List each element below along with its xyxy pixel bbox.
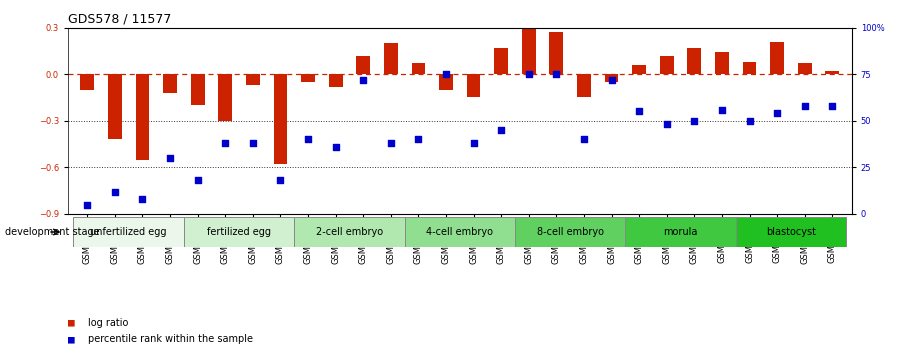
Bar (688, 48, 701, 74)
Point (356, 77, 371, 82)
Bar (218, 74, 232, 121)
Point (328, 144, 342, 150)
Bar (108, 74, 121, 139)
Point (770, 110, 785, 116)
Point (825, 103, 840, 109)
Point (135, 196, 149, 202)
Bar (467, 74, 480, 97)
Bar (632, 65, 646, 74)
Bar (301, 74, 315, 82)
Point (687, 118, 701, 124)
Point (383, 140, 398, 146)
Point (631, 109, 646, 114)
Bar (549, 32, 564, 74)
Point (439, 71, 453, 77)
Bar (660, 56, 674, 74)
Bar (405, 217, 515, 247)
Text: ■: ■ (68, 334, 74, 344)
Point (660, 122, 674, 127)
Text: log ratio: log ratio (88, 318, 129, 327)
Bar (798, 63, 812, 74)
Bar (136, 74, 149, 159)
Bar (356, 56, 371, 74)
Bar (329, 74, 342, 87)
Point (577, 137, 592, 142)
Point (190, 178, 205, 183)
Text: unfertilized egg: unfertilized egg (91, 227, 167, 237)
Bar (736, 217, 846, 247)
Text: 8-cell embryo: 8-cell embryo (536, 227, 603, 237)
Bar (411, 63, 425, 74)
Bar (577, 74, 591, 97)
Text: blastocyst: blastocyst (766, 227, 816, 237)
Point (274, 178, 288, 183)
Text: 4-cell embryo: 4-cell embryo (427, 227, 493, 237)
Bar (825, 71, 839, 74)
Bar (184, 217, 294, 247)
Point (522, 71, 536, 77)
Bar (81, 74, 94, 90)
Point (742, 118, 757, 124)
Bar (715, 52, 728, 74)
Text: morula: morula (663, 227, 698, 237)
Point (604, 77, 619, 82)
Bar (522, 28, 535, 74)
Point (218, 140, 233, 146)
Bar (246, 74, 260, 85)
Text: ■: ■ (68, 318, 74, 327)
Point (246, 140, 260, 146)
Bar (73, 217, 184, 247)
Bar (604, 74, 619, 82)
Bar (163, 74, 177, 93)
Point (797, 103, 812, 109)
Bar (384, 43, 398, 74)
Text: fertilized egg: fertilized egg (207, 227, 271, 237)
Bar (274, 74, 287, 164)
Bar (495, 48, 508, 74)
Bar (294, 217, 405, 247)
Text: GDS578 / 11577: GDS578 / 11577 (68, 12, 171, 25)
Bar (439, 74, 453, 90)
Point (715, 107, 729, 112)
Bar (625, 217, 736, 247)
Text: development stage: development stage (5, 227, 99, 237)
Point (411, 137, 426, 142)
Point (80, 202, 94, 207)
Point (467, 140, 481, 146)
Point (494, 127, 508, 133)
Point (163, 155, 178, 161)
Point (549, 71, 564, 77)
Text: percentile rank within the sample: percentile rank within the sample (88, 334, 253, 344)
Bar (515, 217, 625, 247)
Bar (191, 74, 205, 105)
Bar (743, 62, 757, 74)
Point (301, 137, 315, 142)
Text: 2-cell embryo: 2-cell embryo (316, 227, 383, 237)
Bar (770, 41, 784, 74)
Point (108, 189, 122, 194)
